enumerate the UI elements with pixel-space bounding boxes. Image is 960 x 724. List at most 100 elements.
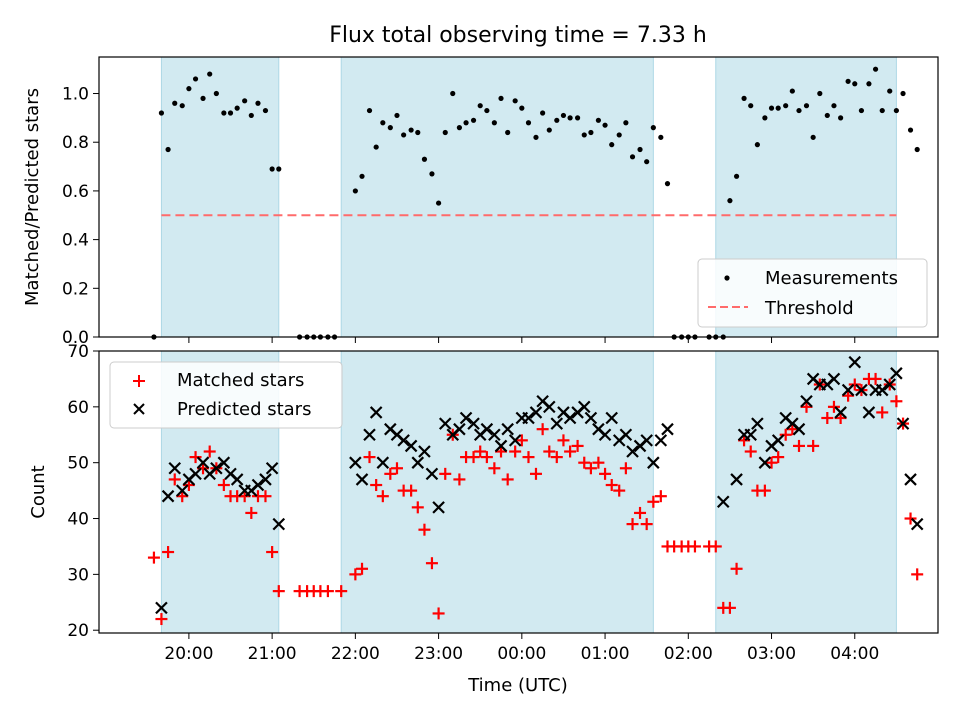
measurement-point — [227, 110, 234, 116]
x-tick-label: 21:00 — [248, 644, 297, 664]
y-tick-label: 0.6 — [62, 182, 89, 202]
matched-star-point — [557, 434, 570, 447]
matched-star-point — [848, 378, 861, 391]
measurement-point — [914, 146, 920, 153]
legend-matched-marker — [133, 375, 145, 387]
measurement-point — [602, 122, 608, 128]
measurement-point — [838, 115, 844, 121]
matched-star-point — [800, 400, 813, 413]
predicted-star-point — [716, 495, 730, 509]
predicted-star-point — [584, 411, 598, 425]
matched-star-point — [792, 439, 805, 452]
matched-star-point — [765, 456, 778, 469]
predicted-star-point — [480, 422, 494, 436]
predicted-star-point — [210, 461, 223, 475]
matched-star-point — [626, 518, 639, 531]
matched-star-point — [807, 439, 820, 452]
matched-star-point — [564, 445, 577, 458]
measurement-point — [581, 132, 587, 138]
predicted-star-point — [896, 417, 910, 430]
measurement-point — [762, 115, 768, 121]
matched-star-point — [522, 451, 535, 464]
legend-matched-label: Matched stars — [177, 370, 304, 391]
chart-title: Flux total observing time = 7.33 h — [329, 23, 707, 48]
matched-star-point — [453, 473, 466, 486]
x-tick-label: 23:00 — [414, 644, 463, 664]
matched-star-point — [647, 495, 660, 508]
measurement-point — [456, 125, 463, 131]
measurement-point — [158, 110, 165, 116]
measurement-point — [352, 188, 358, 194]
matched-star-point — [640, 518, 653, 531]
predicted-star-point — [800, 394, 813, 408]
measurement-point — [733, 173, 740, 179]
matched-star-point — [321, 585, 334, 598]
measurement-point — [900, 90, 906, 97]
y-tick-label: 60 — [67, 398, 89, 418]
measurement-point — [179, 103, 185, 109]
measurement-point — [845, 78, 851, 84]
measurement-point — [491, 120, 497, 126]
predicted-star-point — [265, 461, 279, 475]
matched-star-point — [842, 389, 855, 402]
measurement-point — [907, 127, 914, 133]
y-tick-label: 0.4 — [62, 231, 89, 251]
measurement-point — [429, 171, 435, 177]
predicted-star-point — [522, 411, 535, 425]
top-axes: 0.0 0.2 0.4 0.6 0.8 1.0 — [62, 85, 856, 348]
predicted-star-point — [404, 439, 418, 453]
measurement-point — [574, 115, 581, 121]
measurement-point — [533, 134, 539, 140]
matched-star-point — [904, 512, 917, 525]
matched-star-point — [418, 523, 431, 536]
measurement-point — [588, 129, 594, 136]
predicted-star-point — [910, 517, 924, 531]
predicted-star-point — [376, 456, 390, 469]
matched-star-point — [599, 467, 612, 480]
predicted-star-point — [161, 489, 175, 503]
predicted-star-point — [744, 428, 758, 442]
measurement-point — [852, 81, 858, 87]
measurement-point — [824, 112, 830, 119]
measurement-point — [165, 146, 171, 153]
matched-star-point — [619, 462, 632, 475]
predicted-star-point — [598, 428, 612, 442]
matched-star-point — [634, 506, 647, 519]
matched-star-point — [911, 568, 924, 581]
predicted-star-point — [543, 400, 556, 414]
predicted-star-point — [848, 355, 862, 369]
measurement-points — [151, 66, 920, 340]
legend-measurements-marker — [724, 275, 730, 281]
shaded-interval — [340, 350, 654, 634]
measurement-point — [512, 98, 518, 104]
measurement-point — [783, 103, 789, 109]
matched-star-point — [259, 490, 272, 503]
measurement-point — [463, 120, 469, 126]
bottom-y-axis-label: Count — [28, 465, 49, 518]
top-legend-box — [697, 258, 928, 328]
matched-star-point — [550, 451, 563, 464]
matched-star-point — [821, 412, 834, 425]
matched-star-point — [155, 613, 168, 626]
matched-star-point — [536, 423, 549, 436]
measurement-point — [754, 142, 760, 148]
predicted-star-point — [272, 517, 286, 531]
matched-star-point — [509, 445, 522, 458]
measurement-point — [887, 88, 893, 94]
matched-star-point — [501, 473, 514, 486]
y-tick-label: 0.0 — [62, 328, 89, 348]
measurement-point — [186, 86, 192, 92]
shaded-interval — [160, 56, 280, 338]
matched-star-point — [370, 479, 383, 492]
matched-star-point — [529, 467, 542, 480]
x-tick-label: 03:00 — [747, 644, 796, 664]
measurement-point — [213, 90, 219, 97]
measurement-point — [560, 112, 567, 119]
predicted-star-point — [155, 601, 168, 615]
predicted-star-point — [418, 445, 431, 458]
predicted-star-point — [855, 383, 868, 397]
measurement-point — [831, 103, 837, 109]
measurement-point — [359, 173, 365, 179]
matched-star-point — [245, 506, 258, 519]
